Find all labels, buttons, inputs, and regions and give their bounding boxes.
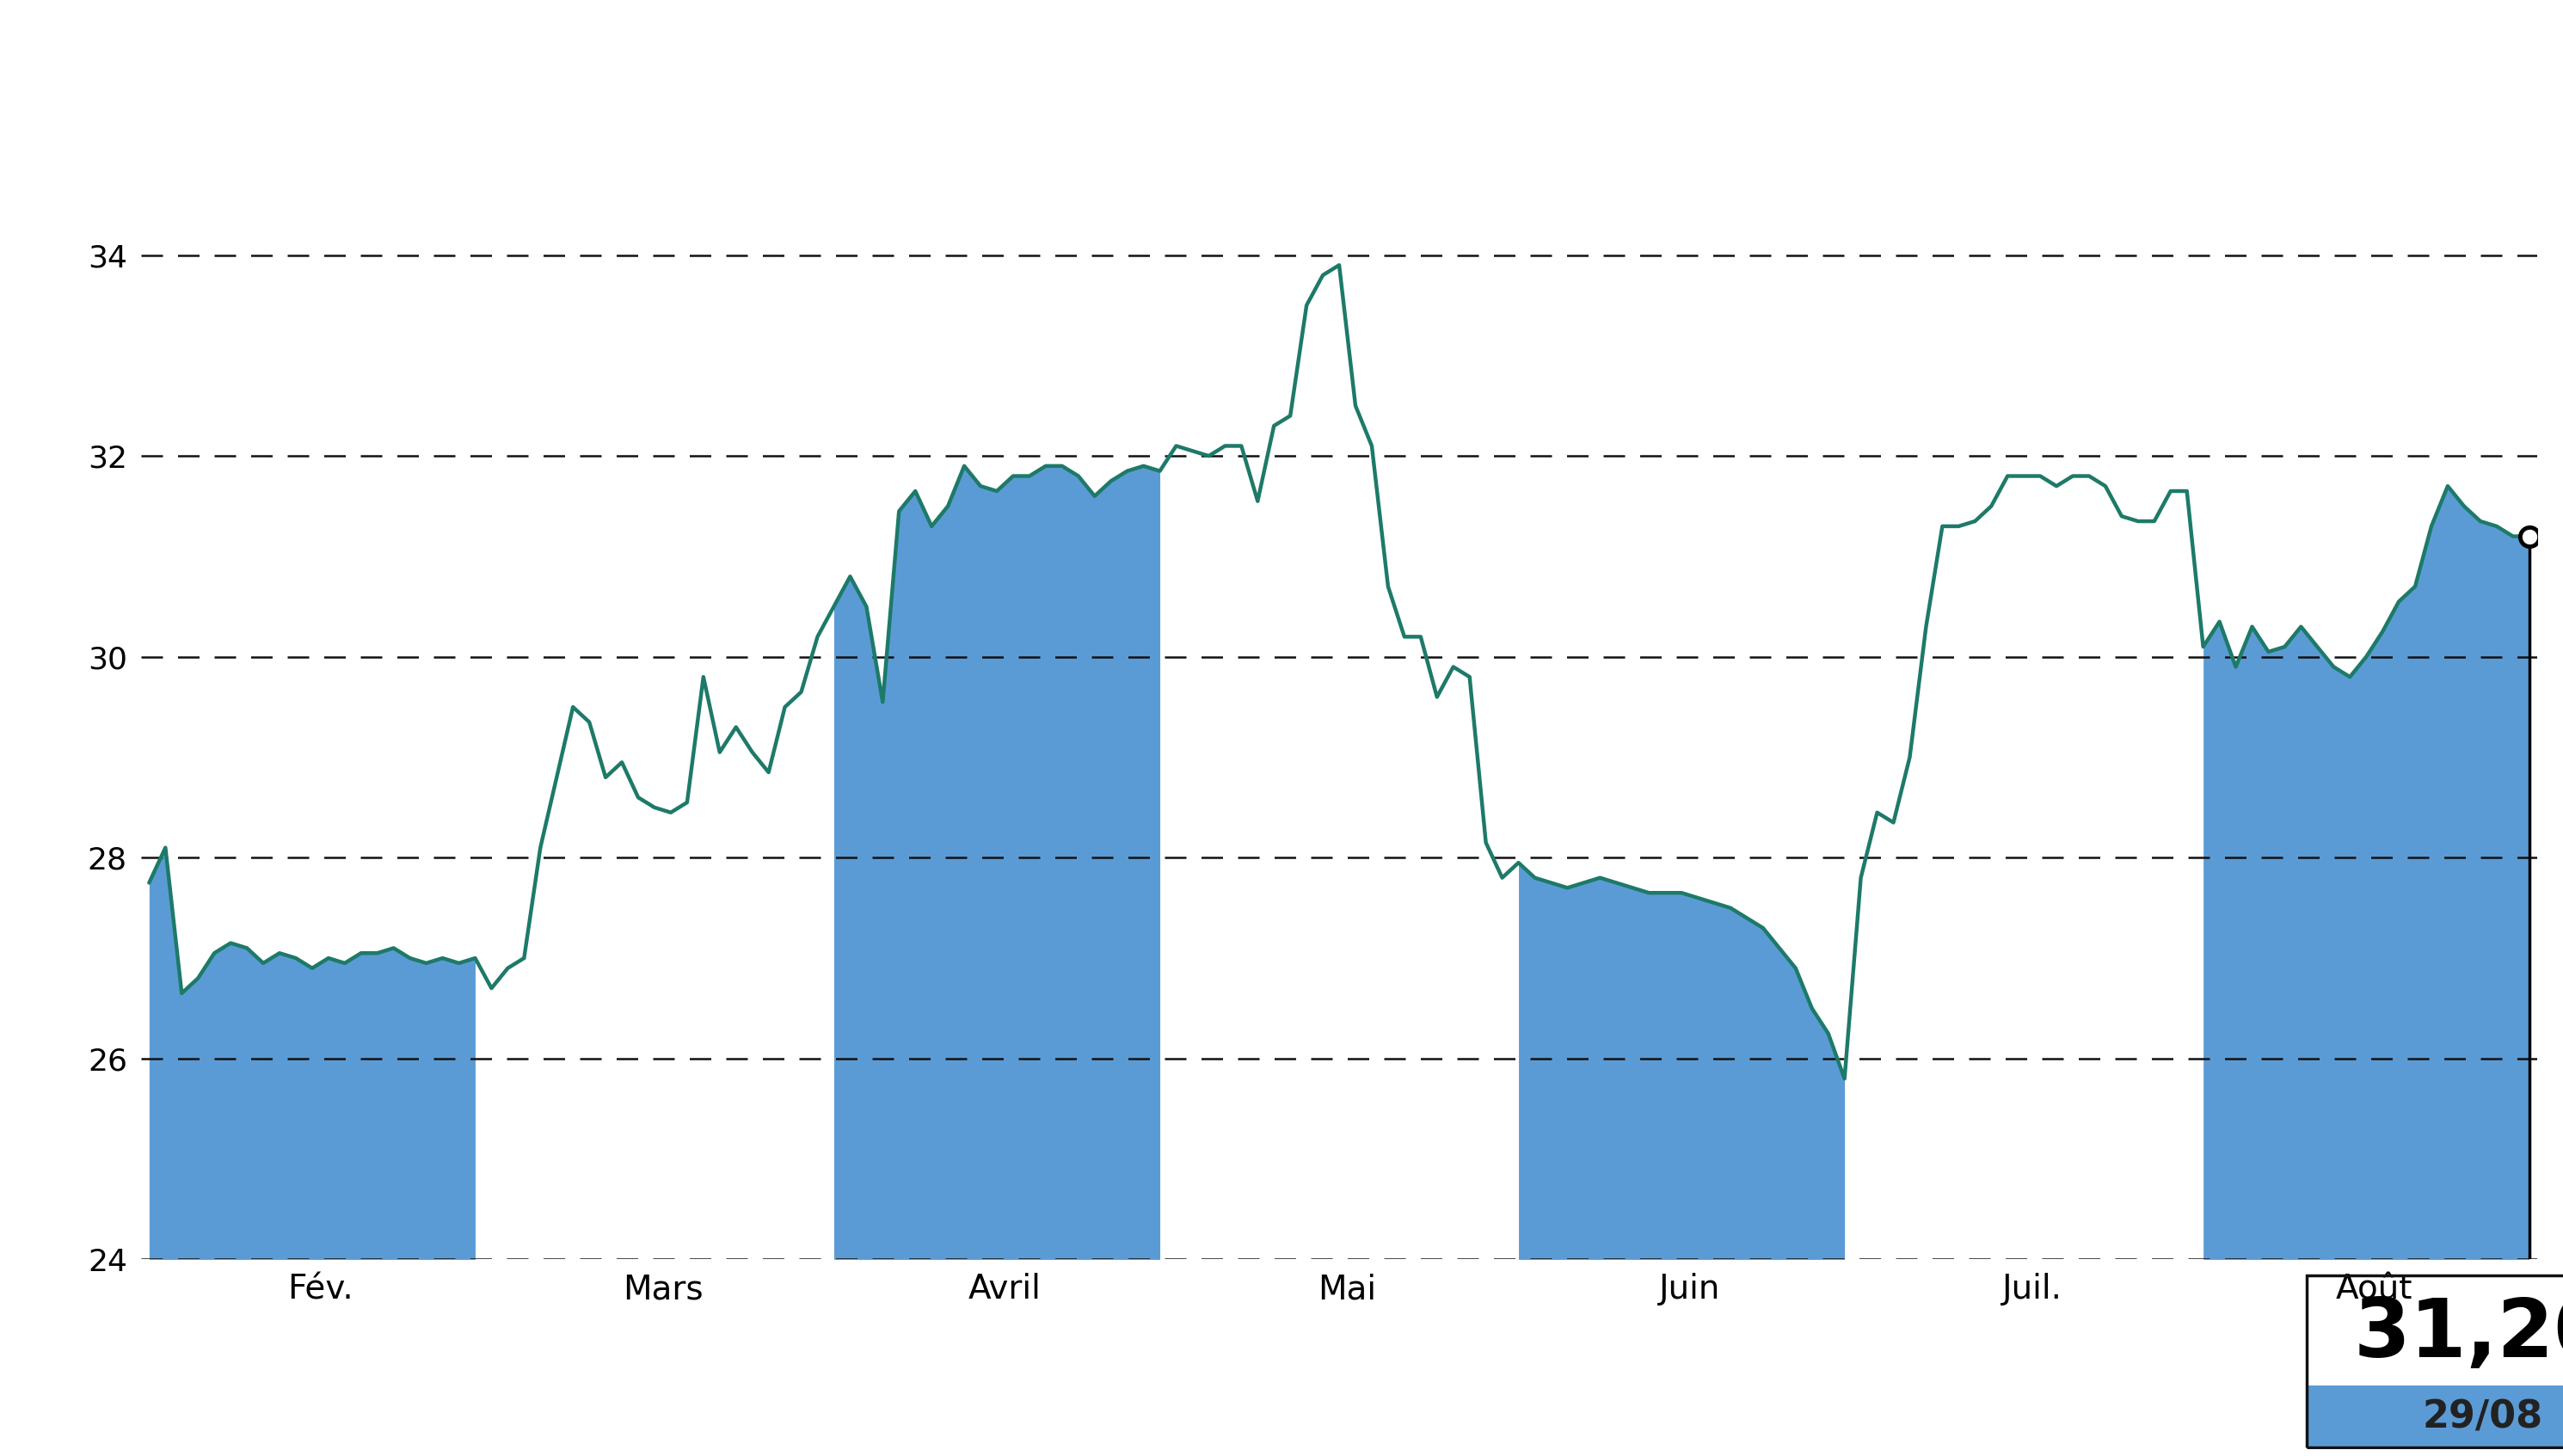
Text: 31,20: 31,20 [2353, 1296, 2563, 1374]
FancyBboxPatch shape [2307, 1386, 2563, 1447]
Text: 29/08: 29/08 [2427, 1404, 2537, 1441]
Text: 29/08: 29/08 [2422, 1399, 2542, 1436]
Text: KAUFMAN ET BROAD: KAUFMAN ET BROAD [725, 35, 1838, 128]
